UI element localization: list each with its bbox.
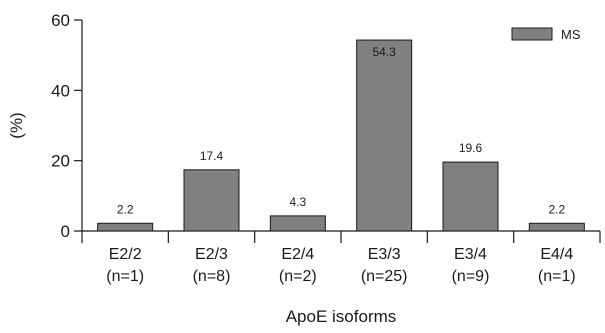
- bar: [269, 215, 326, 232]
- y-tick-label: 60: [51, 11, 70, 30]
- data-label: 4.3: [289, 195, 306, 209]
- bar: [442, 161, 499, 232]
- y-tick-label: 20: [51, 152, 70, 171]
- legend-label: MS: [561, 27, 581, 42]
- legend-swatch: [511, 27, 553, 41]
- data-label: 2.2: [117, 202, 134, 216]
- bar: [97, 222, 154, 232]
- x-tick-label: E3/4 (n=9): [452, 246, 490, 285]
- axes: 0 20 40 60 (%) ApoE isoforms: [7, 11, 601, 326]
- x-tick-label-line: (n=9): [452, 268, 490, 285]
- x-tick-label: E4/4 (n=1): [538, 246, 576, 285]
- bar: [528, 222, 585, 232]
- data-label: 17.4: [200, 149, 224, 163]
- x-tick-label-line: (n=2): [279, 268, 317, 285]
- x-tick-label-line: E3/4: [454, 246, 487, 263]
- x-tick-label-line: E2/4: [281, 246, 314, 263]
- x-tick-label-line: (n=1): [106, 268, 144, 285]
- legend: MS: [511, 27, 581, 42]
- data-label: 2.2: [548, 202, 565, 216]
- x-tick-label-line: E2/3: [195, 246, 228, 263]
- data-label: 19.6: [459, 141, 483, 155]
- x-tick-label: E2/4 (n=2): [279, 246, 317, 285]
- x-axis-title: ApoE isoforms: [286, 307, 397, 326]
- y-axis-title: (%): [7, 112, 26, 138]
- x-tick-label-line: (n=25): [361, 268, 408, 285]
- x-tick-label-line: E3/3: [368, 246, 401, 263]
- x-tick-label: E3/3 (n=25): [361, 246, 408, 285]
- y-tick-label: 40: [51, 81, 70, 100]
- labels: 2.2 E2/2 (n=1) 17.4 E2/3 (n=8) 4.3 E2/4 (n=2) 54.…: [106, 45, 575, 285]
- bar: [356, 39, 413, 232]
- data-label: 54.3: [372, 45, 396, 59]
- bars: [97, 39, 585, 232]
- y-tick-label: 0: [61, 222, 70, 241]
- x-tick-label-line: E4/4: [540, 246, 573, 263]
- x-tick-label-line: (n=8): [193, 268, 231, 285]
- x-tick-label: E2/2 (n=1): [106, 246, 144, 285]
- x-tick-label: E2/3 (n=8): [193, 246, 231, 285]
- bar: [183, 169, 240, 232]
- x-tick-label-line: E2/2: [109, 246, 142, 263]
- x-tick-label-line: (n=1): [538, 268, 576, 285]
